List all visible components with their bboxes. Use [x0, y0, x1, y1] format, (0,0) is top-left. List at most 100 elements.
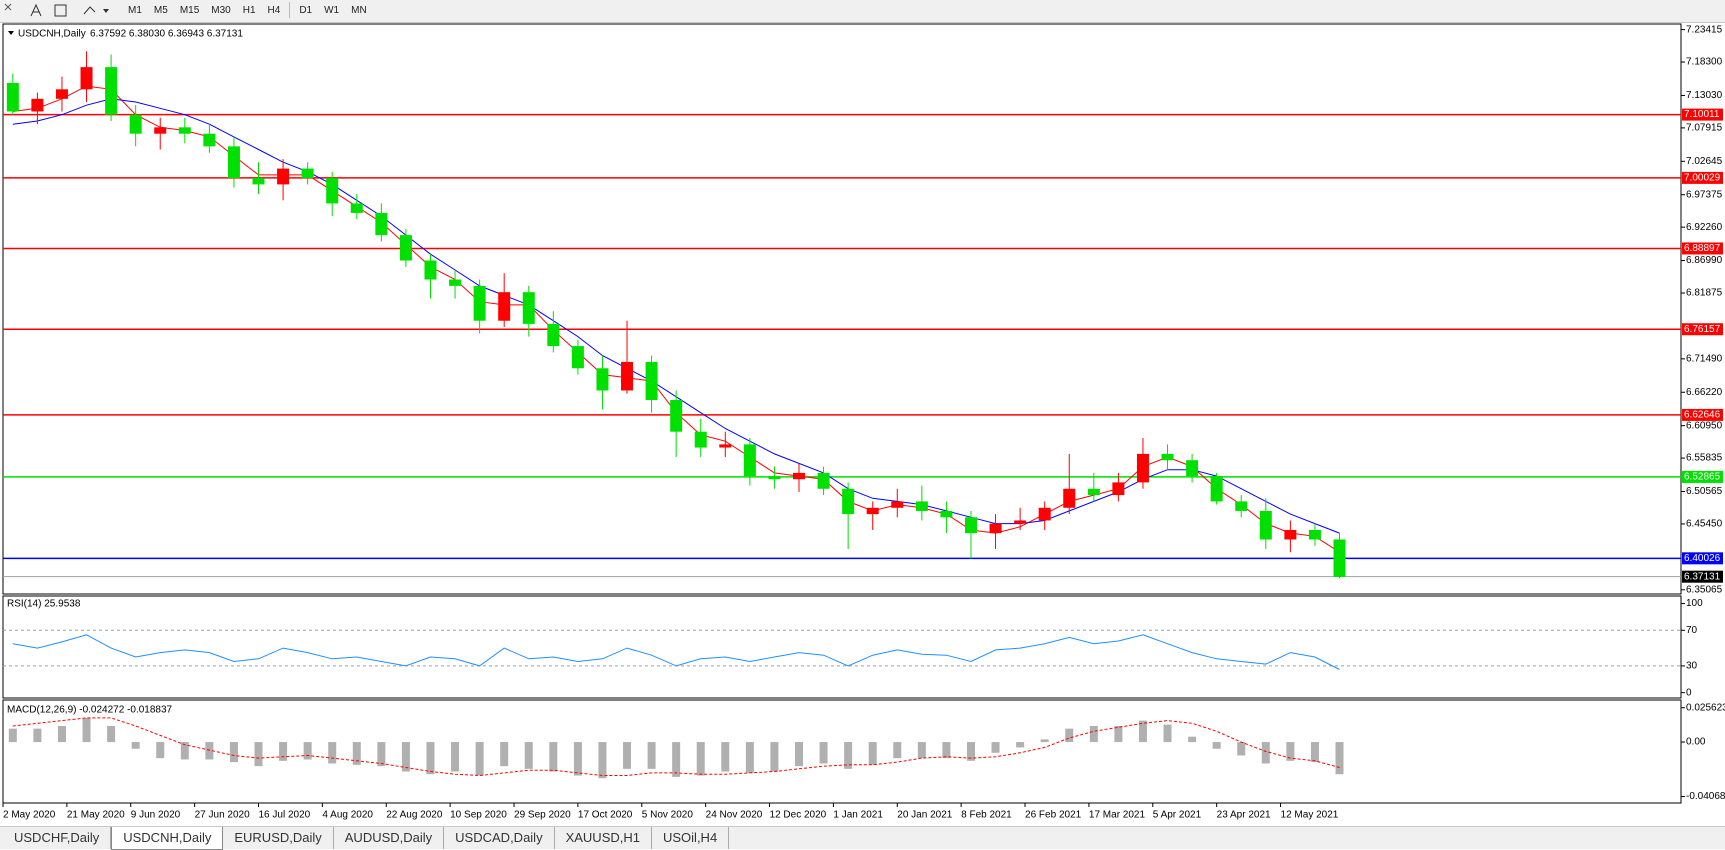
candle-body — [227, 146, 240, 179]
macd-bar — [696, 742, 705, 776]
y-tick-label: 6.71490 — [1686, 353, 1723, 364]
y-tick-label: 7.13030 — [1686, 90, 1723, 101]
timeframe-button[interactable]: MN — [351, 5, 367, 16]
macd-bar — [500, 742, 509, 767]
macd-bar — [819, 742, 828, 764]
chart-tab[interactable]: AUDUSD,Daily — [334, 827, 445, 849]
y-tick-label: -0.04068 — [1686, 791, 1725, 802]
timeframe-button[interactable]: D1 — [299, 5, 313, 16]
y-tick-label: 30 — [1686, 661, 1698, 672]
dropdown-icon — [103, 9, 109, 13]
macd-bar — [131, 742, 140, 749]
macd-bar — [82, 717, 91, 743]
chart-tab[interactable]: USOil,H4 — [652, 827, 730, 849]
timeframe-button[interactable]: M30 — [211, 5, 231, 16]
timeframe-button[interactable]: H4 — [267, 5, 281, 16]
macd-bar — [1040, 739, 1049, 743]
x-tick-label: 20 Jan 2021 — [897, 810, 952, 821]
candle-body — [154, 127, 167, 134]
x-tick-label: 1 Jan 2021 — [833, 810, 883, 821]
macd-bar — [229, 742, 238, 763]
label-icon — [54, 4, 67, 17]
x-tick-label: 4 Aug 2020 — [322, 810, 373, 821]
candle-body — [989, 523, 1002, 534]
candle-body — [571, 346, 584, 369]
candle-body — [891, 501, 904, 508]
macd-bar — [426, 742, 435, 775]
macd-bar — [401, 742, 410, 772]
candle-body — [670, 399, 683, 432]
macd-bar — [475, 742, 484, 776]
macd-bar — [893, 742, 902, 759]
level-label: 7.10011 — [1684, 109, 1720, 120]
macd-bar — [451, 742, 460, 772]
x-tick-label: 5 Apr 2021 — [1153, 810, 1202, 821]
y-tick-label: 0.00 — [1686, 737, 1706, 748]
candle-body — [768, 476, 781, 480]
macd-bar — [770, 742, 779, 772]
candle-body — [940, 510, 953, 518]
macd-bar — [1065, 728, 1074, 743]
macd-bar — [156, 742, 165, 759]
rsi-title: RSI(14) 25.9538 — [7, 599, 81, 610]
timeframe-button[interactable]: M5 — [153, 5, 168, 16]
macd-bar — [721, 742, 730, 772]
rsi-line — [12, 634, 1340, 670]
chart-tab[interactable]: XAUUSD,H1 — [555, 827, 652, 849]
timeframe-button[interactable]: H1 — [242, 5, 256, 16]
macd-bar — [1310, 742, 1319, 763]
macd-bar — [1212, 742, 1221, 749]
x-tick-label: 12 May 2021 — [1281, 810, 1339, 821]
main-panel — [2, 23, 1682, 595]
level-label: 7.00029 — [1684, 173, 1721, 184]
price-label: 6.37131 — [1684, 571, 1721, 582]
macd-bar — [1163, 724, 1172, 743]
price-label-bg — [1682, 570, 1723, 583]
candle-body — [915, 501, 928, 511]
chart-tab[interactable]: USDCNH,Daily — [111, 827, 224, 850]
x-tick-label: 26 Feb 2021 — [1025, 810, 1082, 821]
candle-body — [1308, 529, 1321, 540]
candle-body — [547, 323, 560, 347]
x-tick-label: 12 Dec 2020 — [770, 810, 827, 821]
macd-bar — [1237, 742, 1246, 756]
toolbar: M1 M5 M15 M30 H1 H4 D1 W1 MN — [0, 0, 1725, 23]
y-tick-label: 6.86990 — [1686, 255, 1723, 266]
candle-body — [1063, 488, 1076, 508]
y-tick-label: 70 — [1686, 625, 1698, 636]
y-tick-label: 6.92260 — [1686, 222, 1723, 233]
candle-body — [178, 127, 191, 134]
macd-bar — [1286, 742, 1295, 761]
candle-body — [1038, 507, 1051, 521]
candle-body — [105, 67, 118, 115]
timeframe-button[interactable]: W1 — [324, 5, 340, 16]
macd-bar — [1138, 720, 1147, 743]
macd-bar — [524, 742, 533, 769]
timeframe-button[interactable]: M1 — [128, 5, 142, 16]
level-label: 6.40026 — [1684, 553, 1721, 564]
level-label-bg — [1682, 242, 1723, 255]
macd-bar — [377, 742, 386, 767]
x-tick-label: 17 Mar 2021 — [1089, 810, 1146, 821]
y-tick-label: 6.66220 — [1686, 387, 1723, 398]
timeframe-button[interactable]: M15 — [179, 5, 200, 16]
candle-body — [473, 285, 486, 321]
macd-bar — [672, 742, 681, 777]
chart-tab[interactable]: USDCHF,Daily — [3, 827, 112, 849]
macd-bar — [745, 742, 754, 773]
candle-body — [301, 168, 314, 179]
chart-tab[interactable]: USDCAD,Daily — [444, 827, 555, 849]
candle-body — [1210, 476, 1223, 502]
macd-bar — [795, 742, 804, 767]
chart-tab[interactable]: EURUSD,Daily — [223, 827, 334, 849]
macd-bar — [573, 742, 582, 776]
macd-bar — [205, 742, 214, 760]
panel-arrow — [8, 31, 14, 35]
macd-bar — [647, 742, 656, 769]
level-label: 6.62646 — [1684, 410, 1721, 421]
y-tick-label: 7.18300 — [1686, 57, 1723, 68]
candle-body — [80, 67, 93, 90]
candle-body — [399, 235, 412, 261]
macd-bar — [180, 742, 189, 760]
